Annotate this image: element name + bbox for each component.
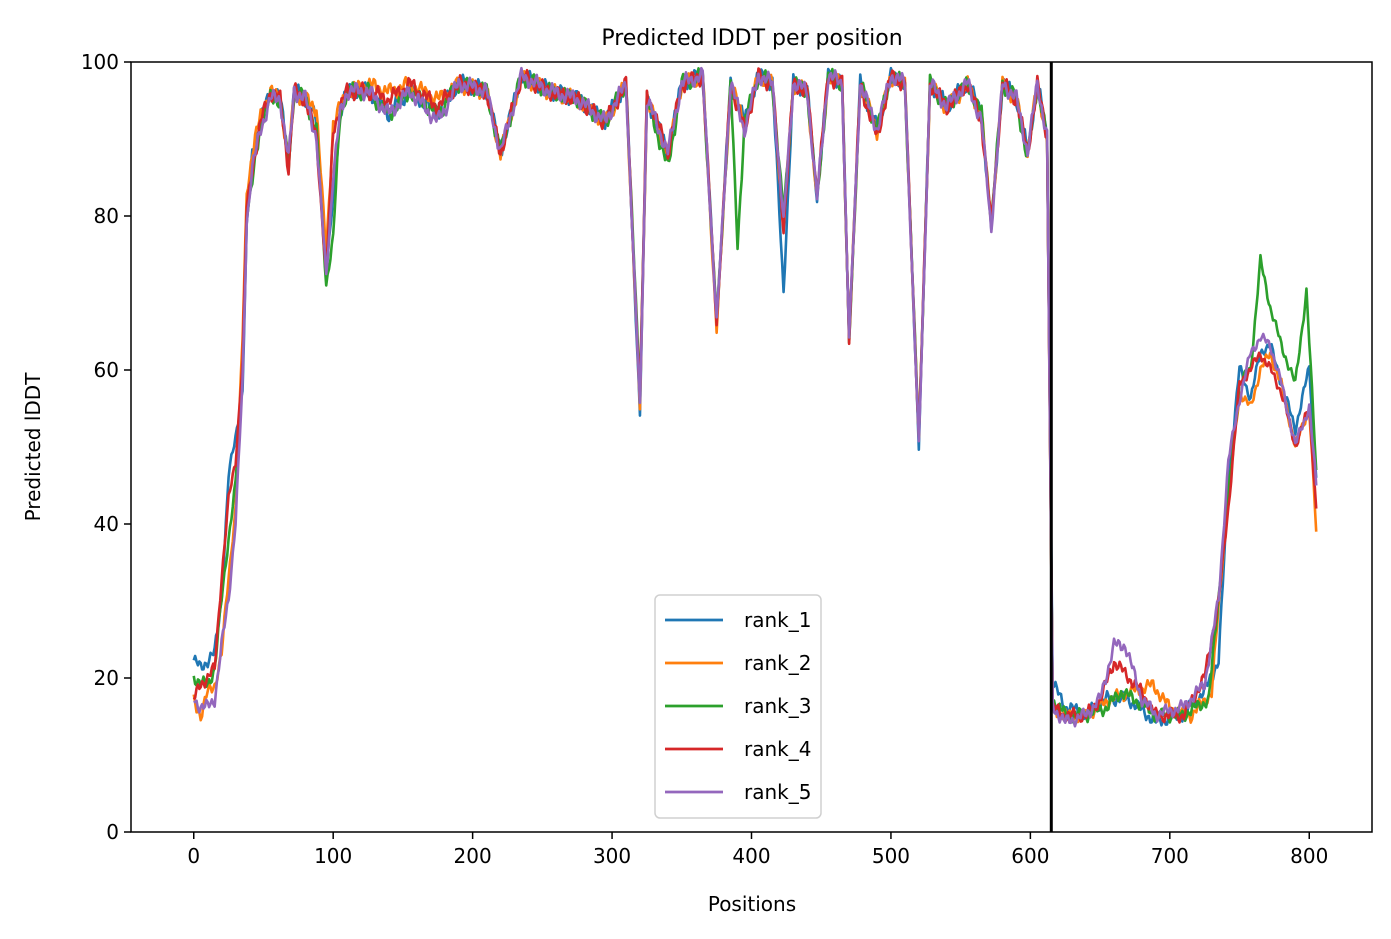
y-tick-label: 100 <box>81 50 119 74</box>
series-line-rank_5 <box>193 66 1318 728</box>
y-tick-label: 60 <box>94 358 119 382</box>
y-axis-label: Predicted lDDT <box>21 372 45 522</box>
y-tick-label: 0 <box>106 820 119 844</box>
legend-box <box>654 594 822 819</box>
x-tick-label: 600 <box>1011 844 1049 868</box>
y-tick-label: 40 <box>94 512 119 536</box>
x-tick-label: 300 <box>593 844 631 868</box>
x-tick-label: 0 <box>187 844 200 868</box>
x-tick-label: 500 <box>872 844 910 868</box>
legend: rank_1 rank_2 rank_3 rank_4 rank_5 <box>654 594 822 819</box>
x-tick-label: 700 <box>1151 844 1189 868</box>
legend-label: rank_2 <box>744 651 811 675</box>
legend-label: rank_5 <box>744 780 811 804</box>
y-tick-label: 20 <box>94 666 119 690</box>
x-tick-label: 800 <box>1290 844 1328 868</box>
y-axis-ticks: 0 20 40 60 80 100 <box>81 50 131 844</box>
legend-label: rank_3 <box>744 694 811 718</box>
x-tick-label: 400 <box>732 844 770 868</box>
y-tick-label: 80 <box>94 204 119 228</box>
x-tick-label: 100 <box>314 844 352 868</box>
legend-label: rank_4 <box>744 737 811 761</box>
series-layer <box>192 66 1318 728</box>
legend-label: rank_1 <box>744 608 811 632</box>
x-tick-label: 200 <box>454 844 492 868</box>
plot-area <box>130 61 1373 833</box>
x-axis-label: Positions <box>708 892 796 916</box>
chart-title: Predicted lDDT per position <box>601 26 902 51</box>
x-axis-ticks: 0 100 200 300 400 500 600 700 800 <box>187 832 1328 868</box>
